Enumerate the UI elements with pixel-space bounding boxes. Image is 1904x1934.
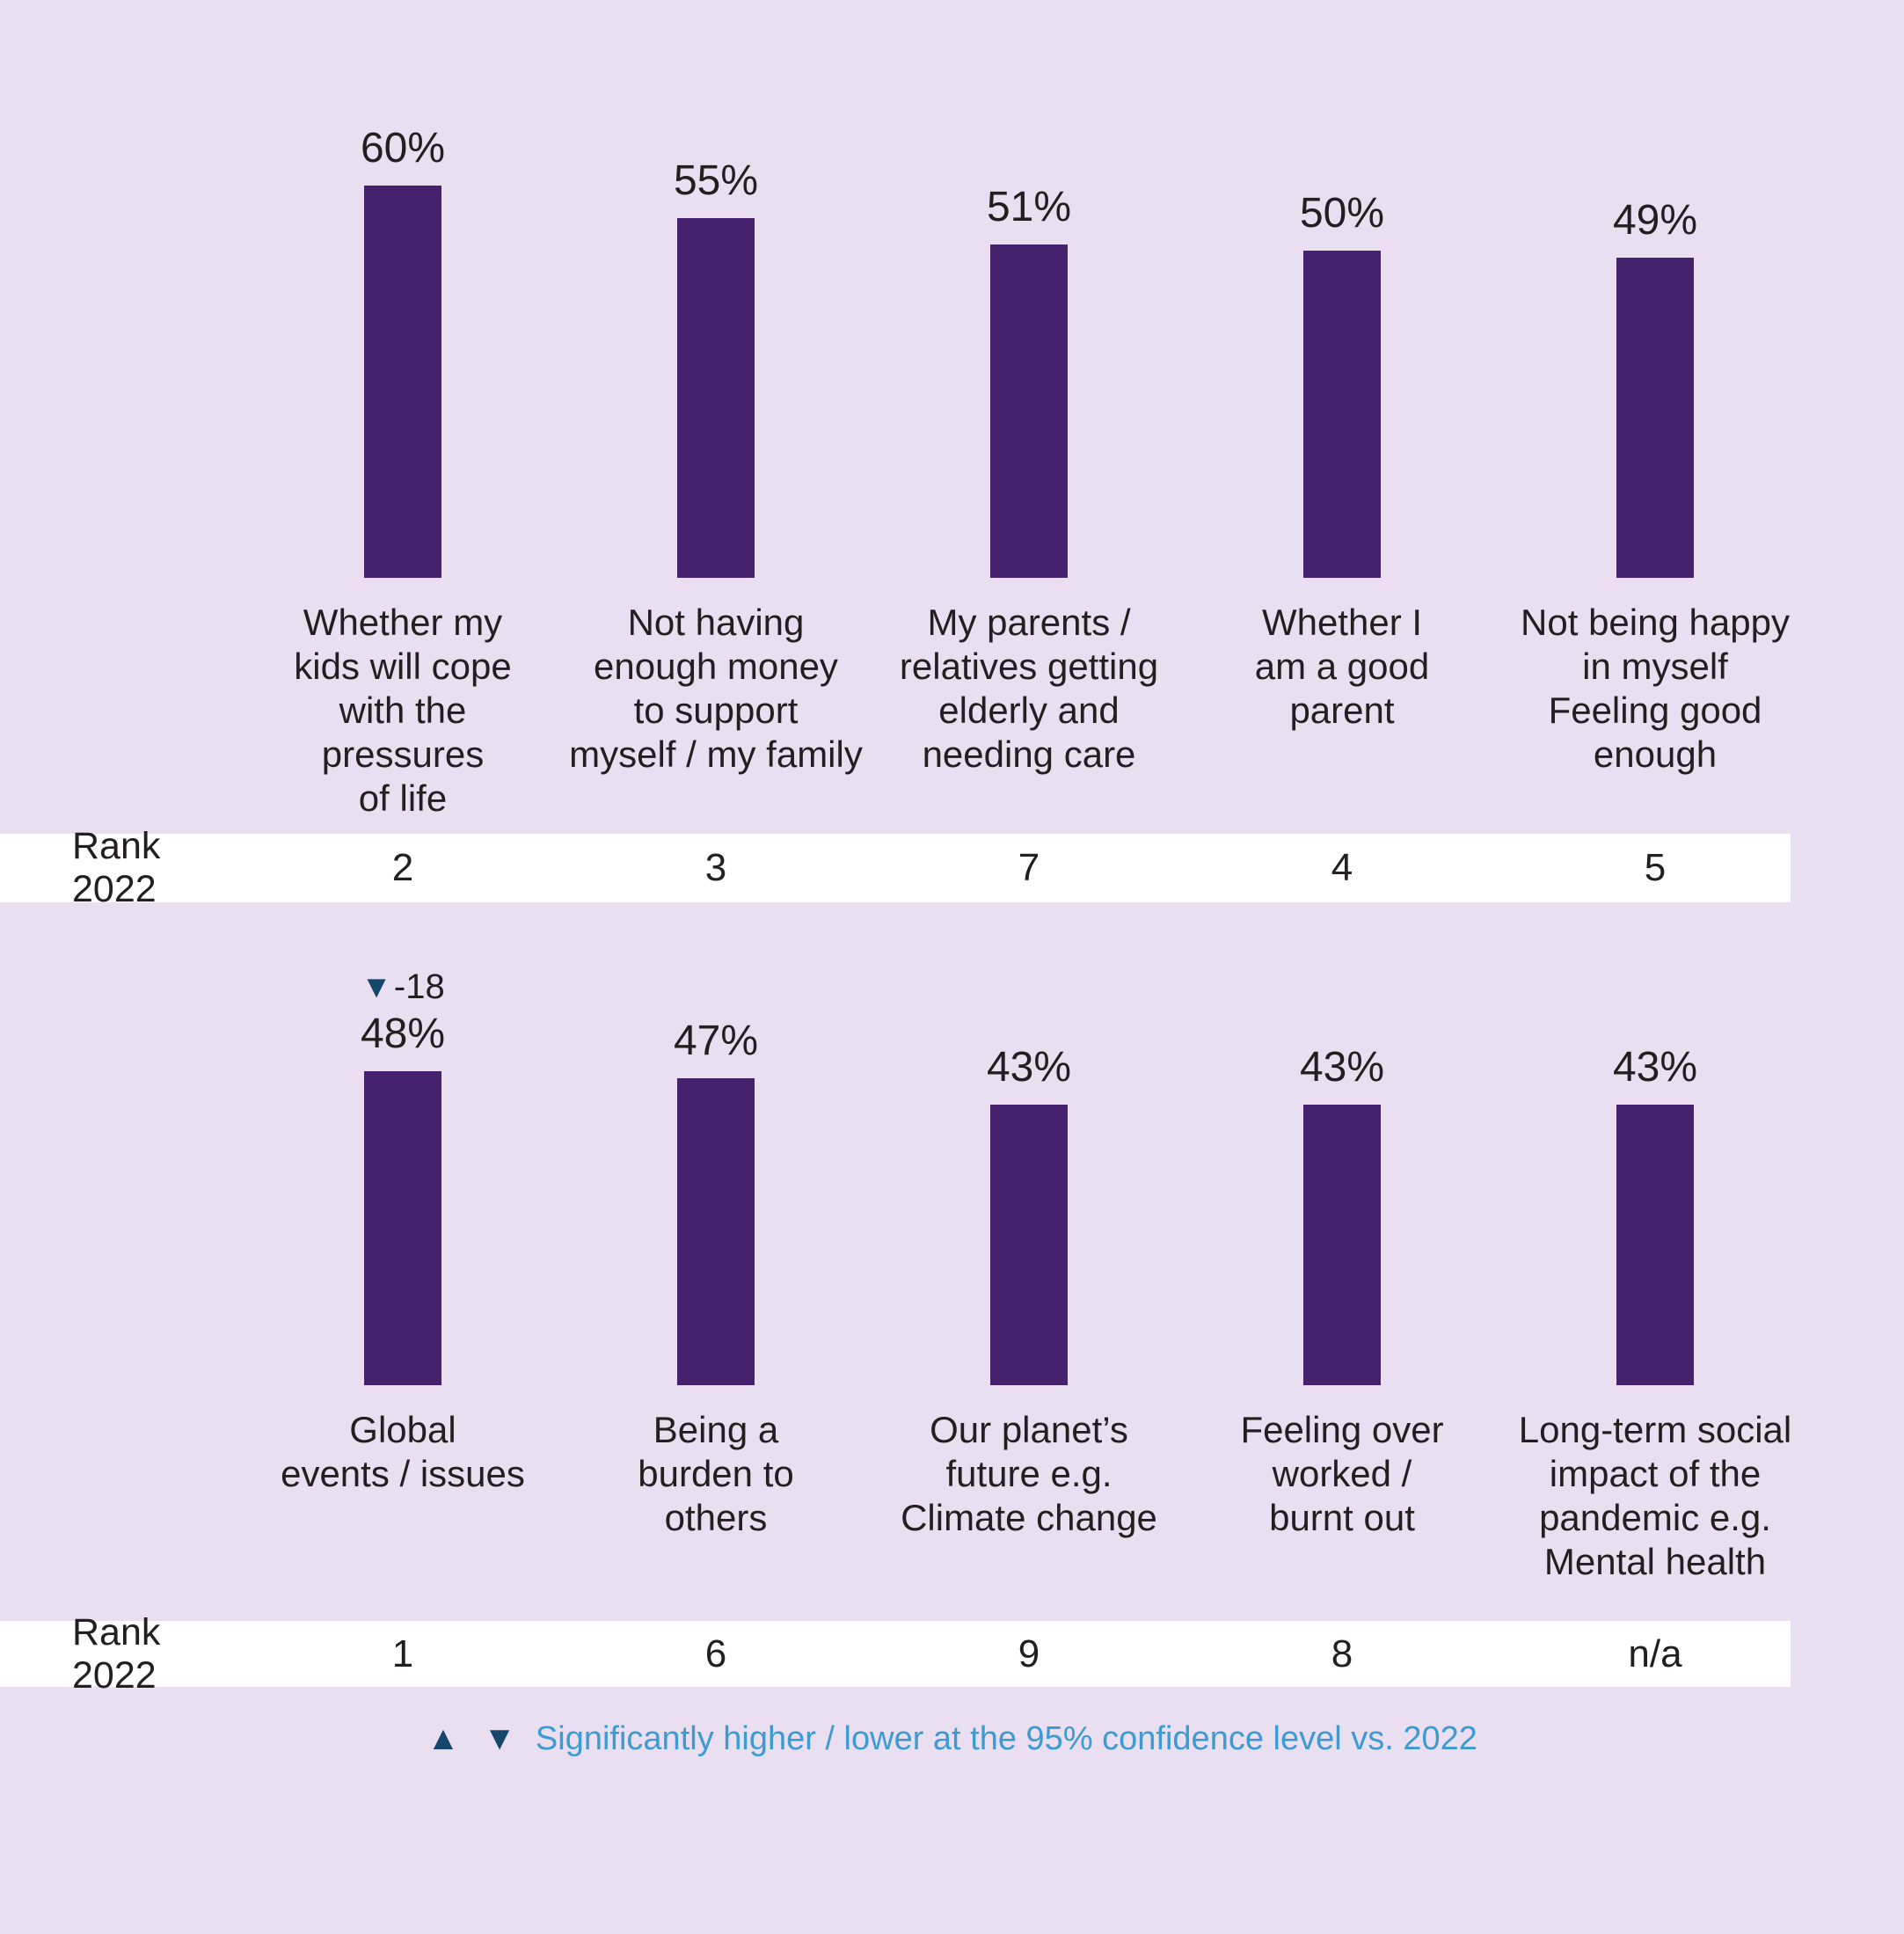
bar (676, 218, 755, 578)
bar-column: 60% Whether my kids will cope with the pr… (246, 0, 559, 821)
bar-category-label: Not having enough money to support mysel… (569, 602, 863, 775)
bar-column: 55% Not having enough money to support my… (559, 0, 872, 777)
bar-value-label: 43% (1299, 1044, 1385, 1091)
bar-category-label: Long-term social impact of the pandemic … (1518, 1409, 1792, 1582)
significance-down-icon: ▼ (361, 968, 392, 1004)
rank-2022-value: 6 (704, 1631, 727, 1675)
rank-2022-band-bottom: Rank 2022 1 6 9 8 n/a (0, 1611, 1791, 1697)
bar-column: 50% Whether I am a good parent (1185, 0, 1499, 733)
rank-2022-value: 5 (1644, 846, 1667, 889)
bar-chart-cell: ▼ -18 48% (361, 902, 445, 1385)
bar (363, 1071, 441, 1385)
bar-column: 49% Not being happy in myself Feeling goo… (1499, 0, 1812, 777)
bar (989, 1105, 1068, 1385)
bar-chart-cell: 43% (1300, 902, 1384, 1385)
bar-chart-cell: 51% (987, 0, 1071, 578)
bar-category-label: My parents / relatives getting elderly a… (899, 602, 1159, 775)
rank-2022-value: 4 (1331, 846, 1353, 889)
bar (363, 186, 441, 578)
bar-chart-cell: 43% (1613, 902, 1697, 1385)
bar-chart-cell: 55% (674, 0, 758, 578)
bar-value-label: 43% (1612, 1044, 1698, 1091)
chart-row-bottom: ▼ -18 48% Global events / issues 47% Being a … (0, 902, 1904, 1621)
rank-2022-value: n/a (1628, 1631, 1682, 1675)
chart-row-top: 60% Whether my kids will cope with the pr… (0, 0, 1904, 834)
bar-value-label: 47% (673, 1018, 759, 1064)
bar-category-label: Feeling over worked / burnt out (1240, 1409, 1444, 1538)
bar-value-label: 55% (673, 157, 759, 204)
bar (676, 1078, 755, 1385)
bar-column: 47% Being a burden to others (559, 902, 872, 1540)
bar-chart-cell: 49% (1613, 0, 1697, 578)
rank-2022-band-top: Rank 2022 2 3 7 4 5 (0, 825, 1791, 910)
rank-row-label: Rank 2022 (72, 825, 161, 910)
bar-column: 43% Our planet’s future e.g. Climate chan… (872, 902, 1185, 1540)
bar-category-label: Whether I am a good parent (1254, 602, 1430, 731)
bar-value-label: 49% (1612, 197, 1698, 244)
bar-chart-cell: 50% (1300, 0, 1384, 578)
bar (1302, 1105, 1381, 1385)
bar (1616, 1105, 1694, 1385)
bar-column: ▼ -18 48% Global events / issues (246, 902, 559, 1496)
bar (1616, 258, 1694, 578)
rank-2022-value: 3 (704, 846, 727, 889)
rank-2022-value: 8 (1331, 1631, 1353, 1675)
bar-value-label: 60% (360, 125, 446, 172)
significance-down-icon: ▼ (483, 1720, 523, 1757)
bar-column: 43% Feeling over worked / burnt out (1185, 902, 1499, 1540)
bar-chart-cell: 47% (674, 902, 758, 1385)
rank-2022-value: 1 (391, 1631, 414, 1675)
bar-column: 43% Long-term social impact of the pandem… (1499, 902, 1812, 1584)
bar-category-label: Whether my kids will cope with the press… (294, 602, 512, 819)
bar-category-label: Not being happy in myself Feeling good e… (1521, 602, 1790, 775)
rank-2022-value: 7 (1018, 846, 1040, 889)
change-value: -18 (393, 967, 445, 1006)
bar-category-label: Being a burden to others (638, 1409, 794, 1538)
significance-up-down-icons: ▲ ▼ (427, 1720, 523, 1757)
rank-2022-value: 9 (1018, 1631, 1040, 1675)
bar-column: 51% My parents / relatives getting elderl… (872, 0, 1185, 777)
bar (989, 244, 1068, 578)
bar (1302, 251, 1381, 578)
bar-chart-cell: 60% (361, 0, 445, 578)
bar-value-label: 48% (360, 1011, 446, 1057)
significance-up-icon: ▲ (427, 1720, 467, 1757)
bar-value-label: 50% (1299, 190, 1385, 237)
bar-chart-cell: 43% (987, 902, 1071, 1385)
rank-2022-value: 2 (391, 846, 414, 889)
significance-footnote: ▲ ▼ Significantly higher / lower at the 9… (0, 1720, 1904, 1758)
bar-value-label: 51% (986, 184, 1072, 230)
rank-row-label: Rank 2022 (72, 1610, 161, 1697)
change-vs-2022: ▼ -18 (361, 969, 444, 1004)
footnote-text: Significantly higher / lower at the 95% … (535, 1720, 1477, 1757)
bar-category-label: Our planet’s future e.g. Climate change (901, 1409, 1157, 1538)
bar-category-label: Global events / issues (281, 1409, 525, 1494)
bar-value-label: 43% (986, 1044, 1072, 1091)
